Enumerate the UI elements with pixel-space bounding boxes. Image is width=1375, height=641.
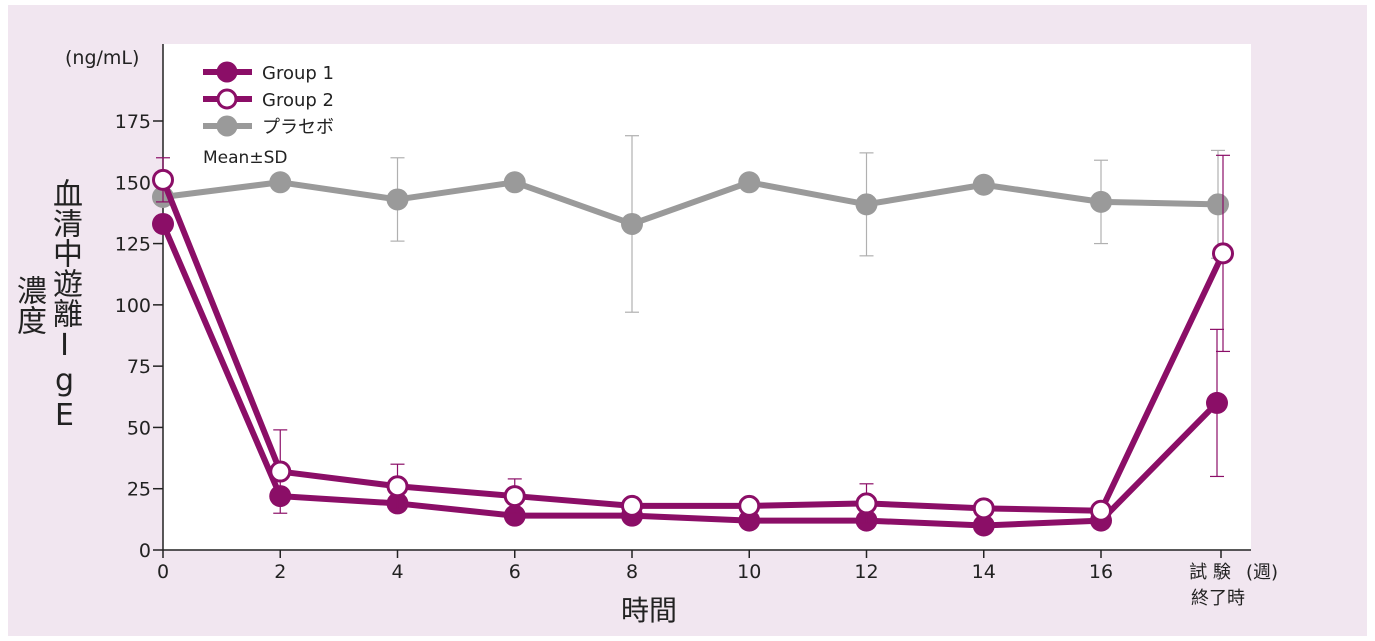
- data-point: [152, 212, 174, 235]
- y-tick-label: 0: [139, 540, 151, 562]
- series-0: [152, 212, 1228, 537]
- x-ticks: 0 2 4 6 8 10 12 14 16: [157, 550, 1222, 583]
- plot-area: [163, 44, 1251, 550]
- data-point: [269, 460, 292, 483]
- x-tick-label: 6: [509, 561, 521, 583]
- data-point: [1212, 242, 1234, 265]
- data-point: [855, 193, 878, 216]
- x-tick-label: 16: [1089, 561, 1113, 583]
- series-2: [152, 135, 1229, 313]
- x-unit-label: (週): [1246, 562, 1278, 583]
- x-tick-label: 4: [391, 561, 403, 583]
- data-point: [269, 171, 292, 194]
- legend-marker: [216, 115, 238, 137]
- y-tick-label: 50: [127, 417, 151, 439]
- data-point: [503, 485, 526, 508]
- y-tick-label: 100: [115, 295, 151, 317]
- series-layer: [152, 135, 1234, 537]
- series-line: [160, 222, 1220, 529]
- series-1: [152, 154, 1234, 524]
- legend-label: Group 2: [262, 90, 334, 111]
- data-point: [972, 173, 995, 196]
- legend-marker: [216, 88, 238, 110]
- x-axis-label: 時間: [621, 594, 677, 627]
- y-axis-label: 血清中遊離IgE濃度: [11, 177, 82, 433]
- legend-item: Group 2: [203, 88, 334, 111]
- data-point: [621, 212, 643, 235]
- y-ticks: 0 25 50 75 100 125 150 175: [115, 111, 163, 562]
- y-tick-label: 25: [127, 479, 151, 501]
- data-point: [1090, 499, 1112, 522]
- x-tick-label: 2: [274, 561, 286, 583]
- x-tick-label: 10: [737, 561, 761, 583]
- data-point: [1207, 193, 1229, 216]
- end-tick-label-line1: 試 験: [1189, 562, 1231, 583]
- data-point: [855, 492, 878, 515]
- y-tick-label: 75: [127, 356, 151, 378]
- legend-item: プラセボ: [203, 115, 334, 138]
- data-point: [972, 514, 995, 537]
- series-line: [160, 178, 1226, 514]
- legend-item: Group 1: [203, 61, 334, 84]
- y-unit-label: (ng/mL): [65, 47, 139, 69]
- end-tick-label-line2: 終了時: [1191, 588, 1245, 609]
- y-tick-label: 150: [115, 172, 151, 194]
- x-tick-label: 14: [972, 561, 996, 583]
- data-point: [503, 504, 526, 527]
- y-tick-label: 175: [115, 111, 151, 133]
- data-point: [738, 494, 761, 517]
- annotation-mean-sd: Mean±SD: [203, 148, 287, 168]
- data-point: [152, 168, 174, 191]
- x-tick-label: 12: [854, 561, 878, 583]
- data-point: [621, 494, 643, 517]
- data-point: [503, 171, 526, 194]
- legend: Group 1 Group 2 プラセボ: [203, 61, 334, 138]
- x-tick-label: 8: [626, 561, 638, 583]
- data-point: [738, 171, 761, 194]
- data-point: [386, 475, 409, 498]
- series-line: [162, 179, 1219, 227]
- data-point: [1090, 190, 1112, 213]
- legend-label: Group 1: [262, 63, 334, 84]
- legend-marker: [216, 61, 238, 83]
- data-point: [1206, 391, 1228, 414]
- data-point: [386, 188, 409, 211]
- x-tick-label: 0: [157, 561, 169, 583]
- data-point: [972, 497, 995, 520]
- legend-label: プラセボ: [262, 117, 334, 138]
- y-tick-label: 125: [115, 234, 151, 256]
